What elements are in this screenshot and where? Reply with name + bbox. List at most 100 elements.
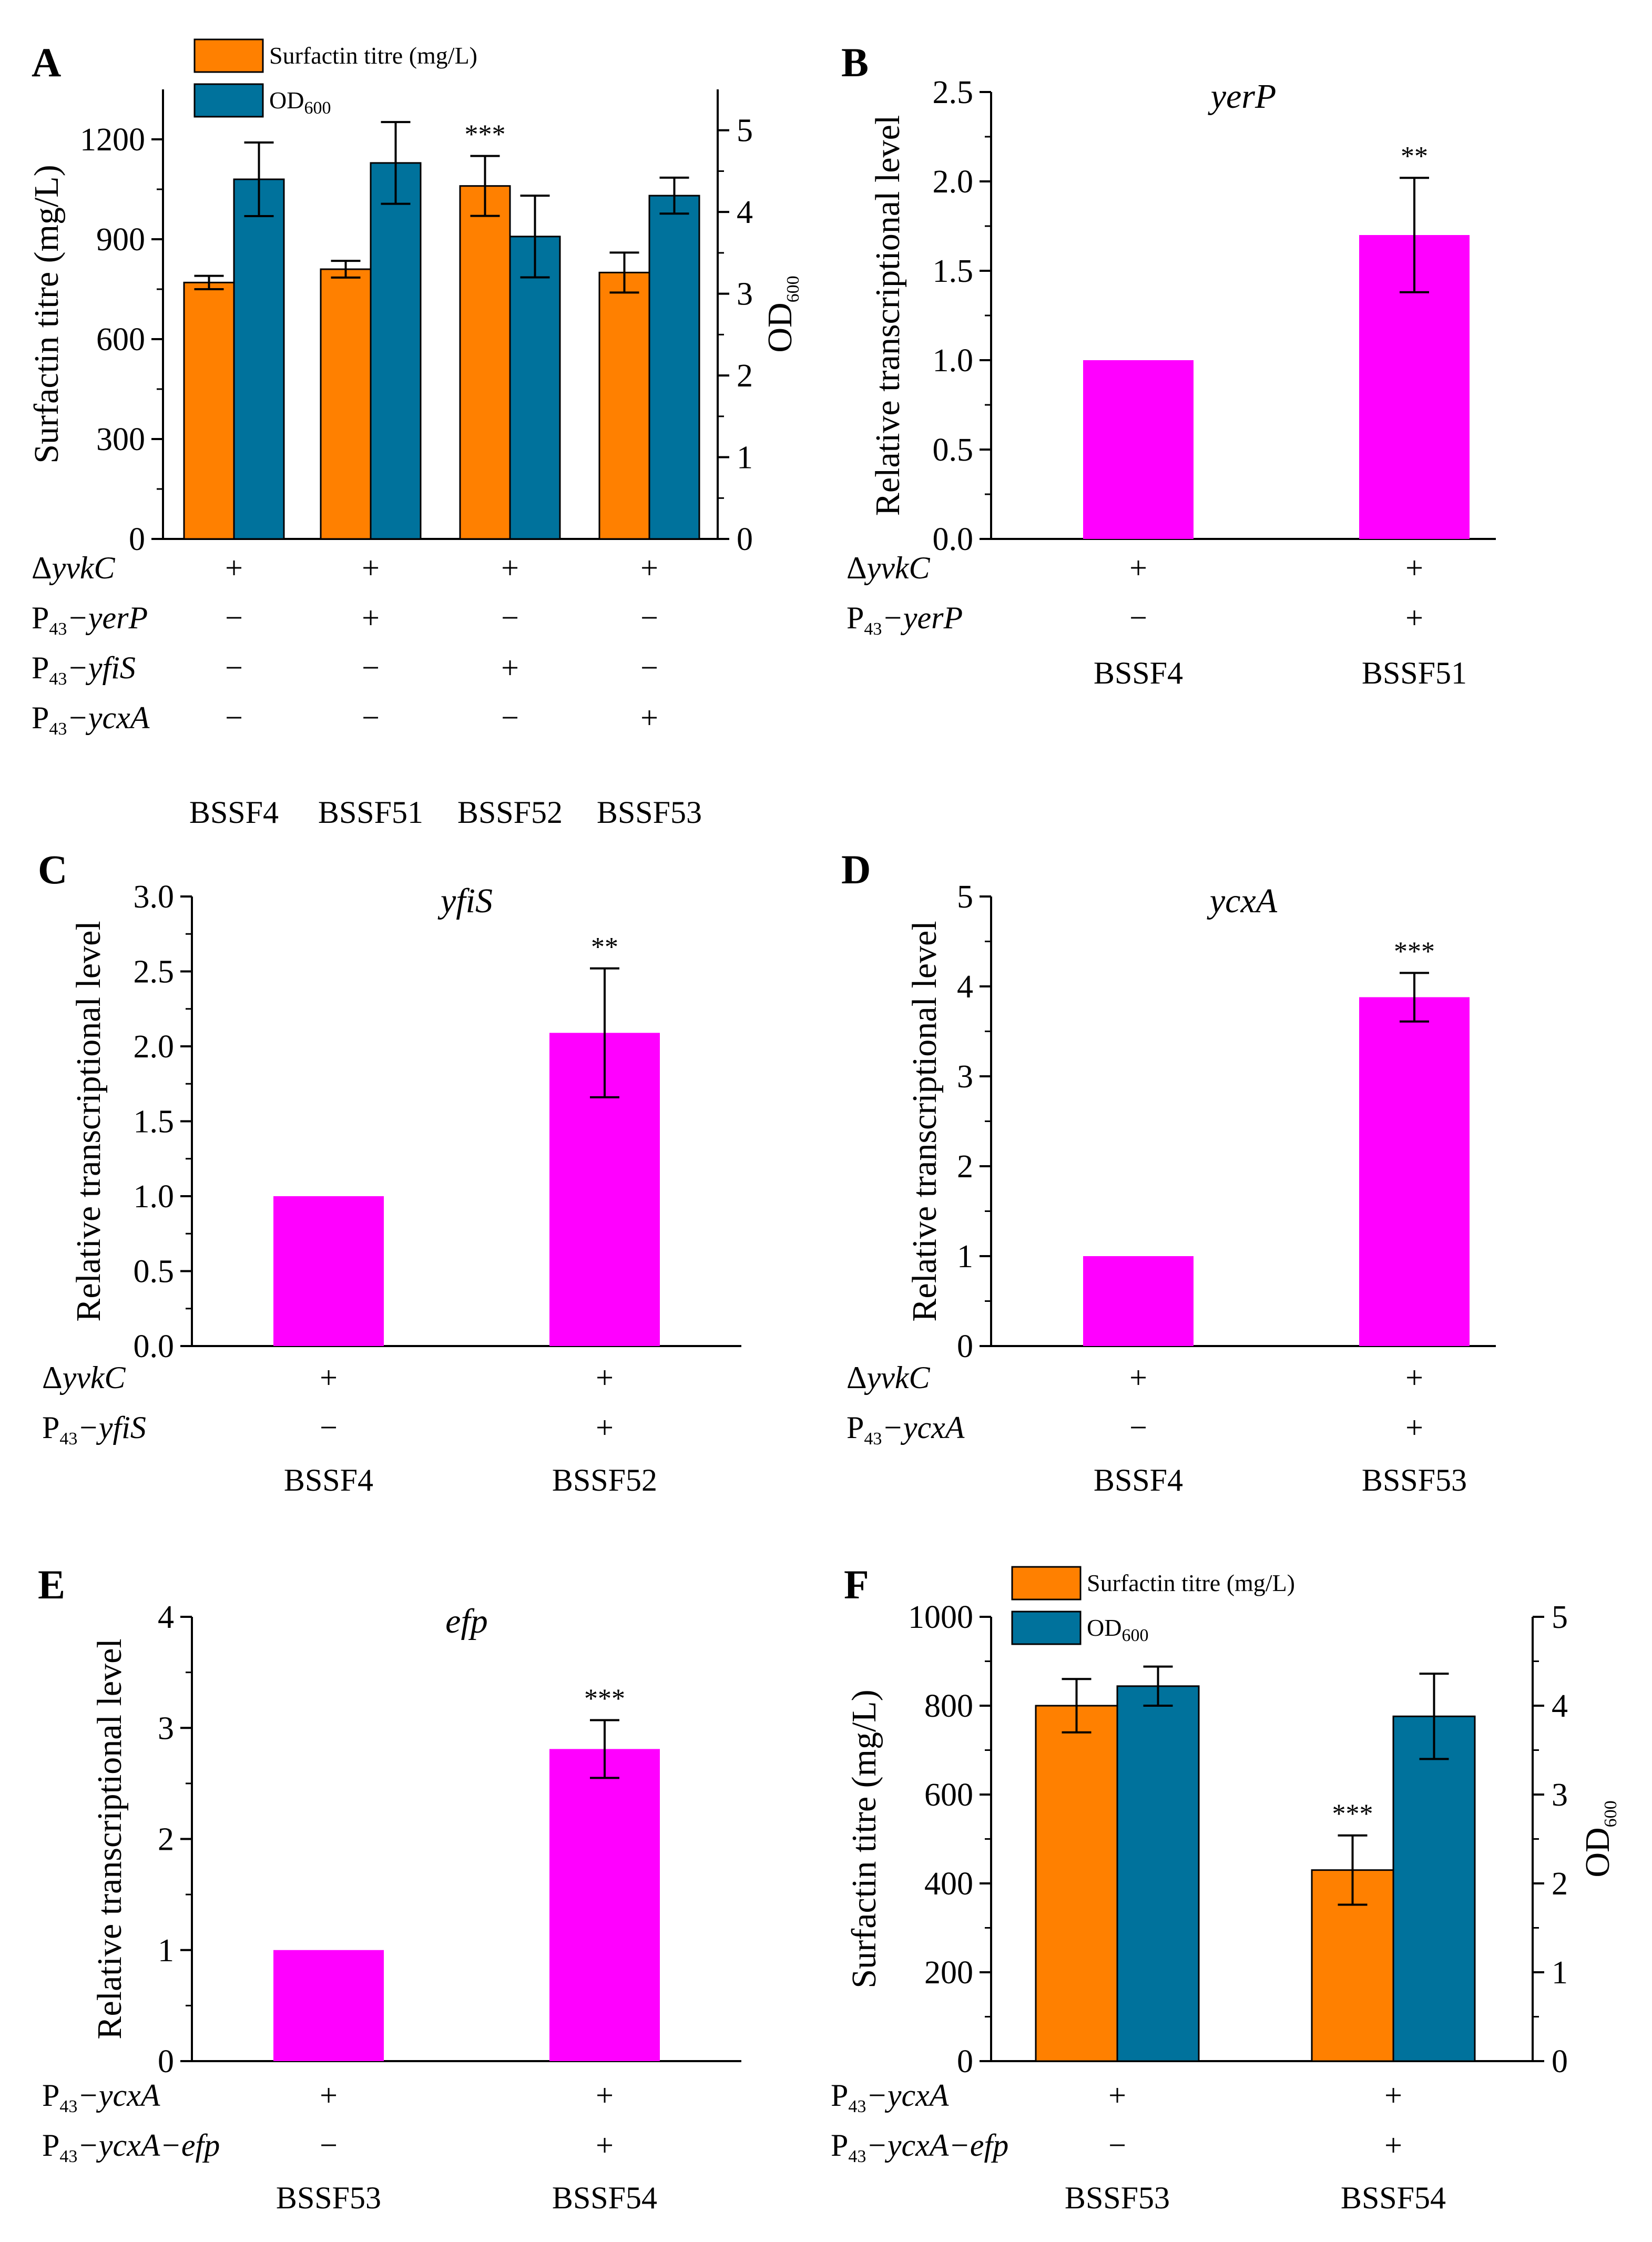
y-tick-label: 2 <box>957 1149 973 1185</box>
condition-sub: 43 <box>59 2147 77 2166</box>
condition-sign: − <box>320 1410 338 1445</box>
condition-sign: + <box>596 1410 614 1445</box>
y-tick-label: 0.5 <box>933 432 974 468</box>
condition-sign: + <box>1405 1410 1423 1445</box>
condition-sign: + <box>320 1360 338 1395</box>
bar-od <box>1117 1686 1199 2061</box>
legend-label-od-sub: 600 <box>1121 1626 1148 1645</box>
y2-axis-title-sub: 600 <box>783 276 803 302</box>
strain-label: BSSF51 <box>1362 656 1467 690</box>
condition-label: P43−yfiS <box>42 1410 146 1449</box>
bar-od <box>1393 1716 1475 2061</box>
y2-axis-title-main: OD <box>1578 1827 1617 1877</box>
y-axis-title: Relative transcriptional level <box>69 921 108 1321</box>
condition-sign: + <box>1129 551 1147 585</box>
y-tick-label: 4 <box>158 1599 174 1635</box>
y-axis-title: Surfactin titre (mg/L) <box>27 165 66 463</box>
condition-sign: + <box>1405 1360 1423 1395</box>
condition-main: P <box>32 650 49 685</box>
y2-tick-label: 0 <box>737 522 753 557</box>
condition-main: P <box>831 2078 848 2113</box>
panel-letter: E <box>38 1562 65 1607</box>
condition-sub: 43 <box>49 669 67 689</box>
y-tick-label: 2.5 <box>933 75 974 110</box>
y2-tick-label: 3 <box>1552 1777 1568 1813</box>
panel-e: E 0 1 2 3 4 Relative transcriptional level efp *… <box>38 1562 741 2215</box>
y-tick-label: 2 <box>158 1822 174 1858</box>
condition-sign: + <box>596 2078 614 2113</box>
condition-sign: + <box>596 1360 614 1395</box>
condition-label: P43−ycxA <box>32 700 150 739</box>
panel-b: B 0.0 0.5 1.0 1.5 2.0 2.5 Relative transcriptio… <box>841 39 1496 690</box>
chart-title: ycxA <box>1207 882 1278 920</box>
chart-title: yfiS <box>437 882 493 920</box>
y-tick-label: 2.0 <box>134 1029 175 1065</box>
y-tick-label: 0.5 <box>134 1254 175 1290</box>
condition-sign: − <box>362 700 380 735</box>
condition-rest: −ycxA <box>77 2078 160 2113</box>
y-tick-label: 600 <box>924 1777 973 1813</box>
bar-transcription <box>273 1196 384 1346</box>
legend-swatch-titre <box>1012 1567 1080 1599</box>
bar-transcription <box>549 1749 660 2061</box>
y-tick-label: 3.0 <box>134 879 175 915</box>
condition-sign: + <box>1405 551 1423 585</box>
condition-label: P43−ycxA <box>831 2078 949 2116</box>
y2-tick-label: 2 <box>1552 1866 1568 1902</box>
condition-label: ΔyvkC <box>847 1360 930 1395</box>
bar-titre <box>599 272 649 539</box>
condition-rest: −ycxA−efp <box>77 2128 220 2163</box>
significance-mark: *** <box>584 1684 625 1714</box>
y-tick-label: 0 <box>957 1329 973 1364</box>
bar-titre <box>1036 1706 1117 2061</box>
legend-label-titre: Surfactin titre (mg/L) <box>1087 1570 1295 1596</box>
condition-sign: − <box>501 600 519 635</box>
strain-label: BSSF53 <box>1362 1463 1467 1497</box>
condition-sign: − <box>1129 600 1147 635</box>
condition-label: P43−ycxA−efp <box>42 2128 220 2166</box>
condition-main: P <box>32 700 49 735</box>
y2-tick-label: 4 <box>1552 1688 1568 1724</box>
y-tick-label: 1.0 <box>933 343 974 379</box>
y-tick-label: 800 <box>924 1688 973 1724</box>
strain-label: BSSF53 <box>276 2180 381 2215</box>
bar-transcription <box>1083 1256 1194 1346</box>
condition-sign: + <box>640 551 658 585</box>
legend-swatch-od <box>1012 1612 1080 1644</box>
y-tick-label: 300 <box>96 422 145 457</box>
legend-label-od-main: OD <box>269 87 304 114</box>
legend-label-od-main: OD <box>1087 1614 1121 1641</box>
condition-label: P43−ycxA−efp <box>831 2128 1008 2166</box>
condition-rest: −ycxA <box>866 2078 949 2113</box>
condition-sign: − <box>225 600 243 635</box>
condition-main: P <box>847 600 864 635</box>
y-tick-label: 3 <box>158 1710 174 1746</box>
y-tick-label: 0.0 <box>134 1329 175 1364</box>
condition-sub: 43 <box>59 2097 77 2116</box>
y-tick-label: 0 <box>129 522 145 557</box>
condition-main: P <box>42 2078 59 2113</box>
condition-sign: + <box>362 600 380 635</box>
y-tick-label: 4 <box>957 969 973 1005</box>
strain-label: BSSF51 <box>318 795 423 830</box>
condition-label: P43−yerP <box>32 600 148 639</box>
strain-label: BSSF54 <box>1341 2180 1446 2215</box>
condition-sign: + <box>596 2128 614 2163</box>
condition-sign: + <box>1129 1360 1147 1395</box>
strain-label: BSSF53 <box>597 795 702 830</box>
strain-label: BSSF4 <box>189 795 279 830</box>
y-tick-label: 900 <box>96 222 145 258</box>
legend-swatch-od <box>195 84 263 117</box>
condition-sign: − <box>320 2128 338 2163</box>
condition-sign: + <box>362 551 380 585</box>
condition-sign: + <box>501 551 519 585</box>
y2-tick-label: 5 <box>1552 1599 1568 1635</box>
condition-label: ΔyvkC <box>32 551 115 585</box>
y2-axis-title-sub: 600 <box>1601 1800 1620 1827</box>
condition-sub: 43 <box>49 619 67 639</box>
condition-sub: 43 <box>848 2097 866 2116</box>
panel-letter: D <box>841 847 871 892</box>
condition-main: P <box>32 600 49 635</box>
chart-title: efp <box>445 1602 488 1640</box>
